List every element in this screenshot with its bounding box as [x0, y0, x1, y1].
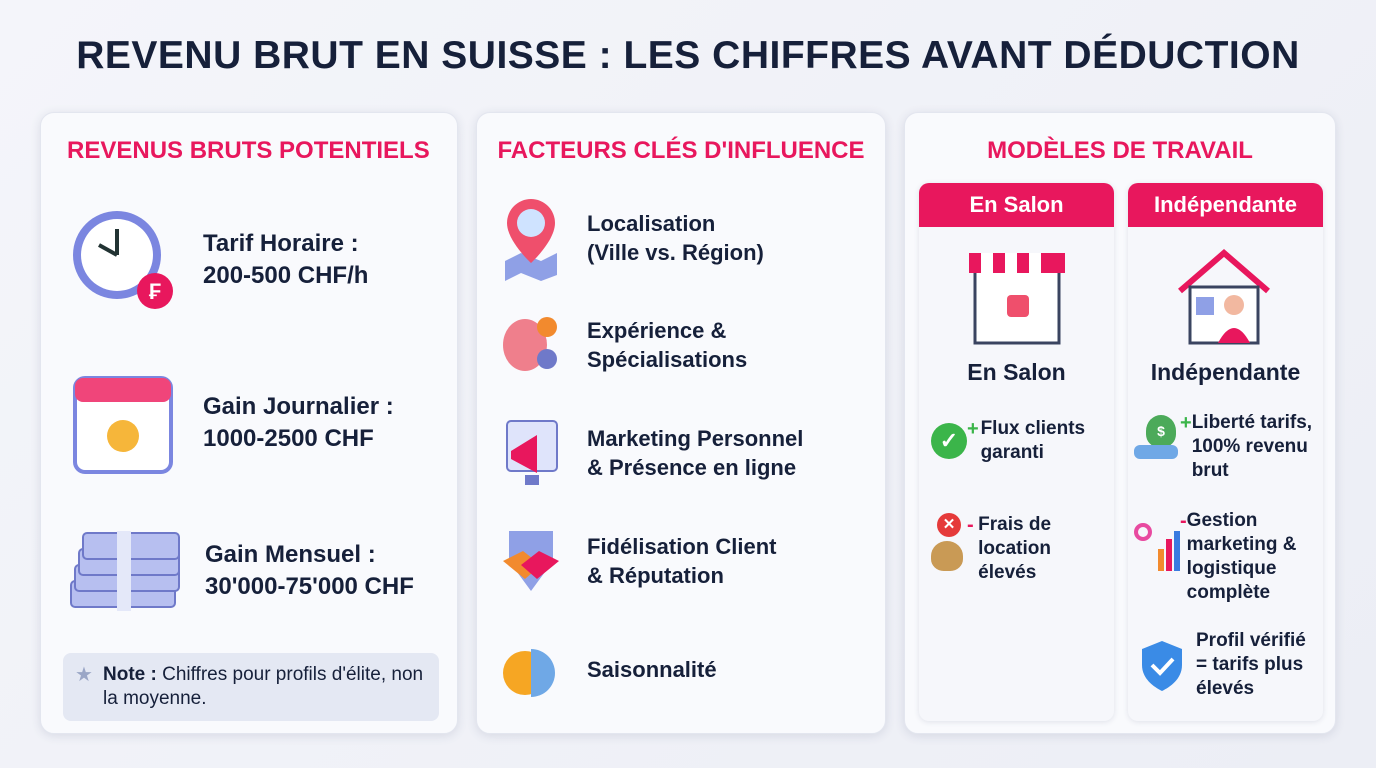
note-box: ★ Note : Chiffres pour profils d'élite, n…	[63, 653, 439, 721]
revenus-heading: REVENUS BRUTS POTENTIELS	[67, 137, 430, 164]
house-person-icon	[1174, 247, 1274, 350]
calendar-sun-icon	[67, 368, 177, 478]
factor-sublabel: (Ville vs. Région)	[587, 240, 764, 265]
hourly-value: 200-500 CHF/h	[203, 262, 369, 289]
factor-location: Localisation (Ville vs. Région)	[501, 195, 764, 281]
independante-header: Indépendante	[1128, 183, 1323, 227]
salon-column: En Salon En Salon ✓ + Flux clients garanti…	[919, 183, 1114, 721]
factor-label: Expérience &	[587, 318, 727, 343]
daily-label: Gain Journalier :	[203, 393, 394, 420]
salon-pro-text: Flux clients garanti	[980, 418, 1086, 463]
facteurs-heading: FACTEURS CLÉS D'INFLUENCE	[497, 137, 865, 164]
factor-saisonnalite: Saisonnalité	[501, 629, 717, 709]
gears-chart-icon	[1134, 523, 1180, 583]
revenus-item-daily: Gain Journalier : 1000-2500 CHF	[67, 368, 394, 478]
note-label: Note :	[103, 664, 157, 685]
monthly-label: Gain Mensuel :	[205, 541, 376, 568]
minus-sign: -	[967, 514, 974, 536]
factor-marketing: Marketing Personnel & Présence en ligne	[501, 413, 803, 493]
independante-verified: Profil vérifié = tarifs plus élevés	[1134, 629, 1322, 701]
hourly-label: Tarif Horaire :	[203, 230, 359, 257]
salon-con: ✕ - Frais de location élevés	[931, 513, 1111, 585]
independante-verified-text: Profil vérifié = tarifs plus élevés	[1196, 630, 1306, 699]
salon-header: En Salon	[919, 183, 1114, 227]
salon-pro: ✓ + Flux clients garanti	[931, 417, 1111, 465]
factor-sublabel: Spécialisations	[587, 347, 748, 372]
shield-check-icon	[1134, 629, 1196, 691]
factor-sublabel: & Présence en ligne	[587, 455, 797, 480]
revenus-card: REVENUS BRUTS POTENTIELS ₣ Tarif Horaire…	[40, 112, 458, 734]
daily-value: 1000-2500 CHF	[203, 425, 374, 452]
brain-gear-icon	[501, 305, 561, 385]
independante-pro: $ + Liberté tarifs, 100% revenu brut	[1134, 411, 1322, 483]
note-text: Chiffres pour profils d'élite, non la mo…	[103, 664, 424, 709]
modeles-card: MODÈLES DE TRAVAIL En Salon En Salon ✓ + F…	[904, 112, 1336, 734]
megaphone-icon	[501, 413, 561, 493]
plus-sign: +	[967, 418, 979, 440]
salon-label: En Salon	[967, 359, 1066, 385]
factor-label: Localisation	[587, 211, 716, 236]
factor-label: Fidélisation Client	[587, 534, 777, 559]
page-title: REVENU BRUT EN SUISSE : LES CHIFFRES AVA…	[76, 34, 1300, 77]
map-pin-city-icon	[501, 195, 561, 281]
clock-franc-icon: ₣	[67, 205, 177, 315]
check-circle-icon: ✓	[931, 423, 967, 459]
handshake-icon	[501, 521, 561, 601]
factor-experience: Expérience & Spécialisations	[501, 305, 747, 385]
factor-fidelisation: Fidélisation Client & Réputation	[501, 521, 776, 601]
revenus-item-monthly: Gain Mensuel : 30'000-75'000 CHF	[67, 521, 414, 621]
facteurs-card: FACTEURS CLÉS D'INFLUENCE Localisation (V…	[476, 112, 886, 734]
factor-label: Saisonnalité	[587, 656, 717, 682]
independante-con-text: Gestion marketing & logistique complète	[1186, 510, 1297, 603]
independante-con: - Gestion marketing & logistique complète	[1134, 509, 1322, 605]
sun-snowflake-icon	[501, 629, 561, 709]
salon-con-text: Frais de location élevés	[978, 514, 1052, 583]
star-icon: ★	[75, 664, 93, 686]
svg-text:₣: ₣	[149, 279, 161, 304]
banknotes-stack-icon	[67, 521, 183, 621]
independante-column: Indépendante Indépendante $ + Liberté tari…	[1128, 183, 1323, 721]
factor-label: Marketing Personnel	[587, 426, 804, 451]
x-circle-money-bag-icon: ✕	[931, 513, 967, 573]
plus-sign: +	[1180, 412, 1192, 434]
minus-sign: -	[1180, 510, 1187, 532]
storefront-icon	[967, 247, 1067, 350]
monthly-value: 30'000-75'000 CHF	[205, 573, 414, 600]
independante-pro-text: Liberté tarifs, 100% revenu brut	[1191, 412, 1313, 481]
factor-sublabel: & Réputation	[587, 563, 724, 588]
hand-money-bag-icon: $	[1134, 411, 1180, 465]
modeles-heading: MODÈLES DE TRAVAIL	[987, 137, 1253, 164]
revenus-item-hourly: ₣ Tarif Horaire : 200-500 CHF/h	[67, 205, 368, 315]
independante-label: Indépendante	[1150, 359, 1301, 385]
